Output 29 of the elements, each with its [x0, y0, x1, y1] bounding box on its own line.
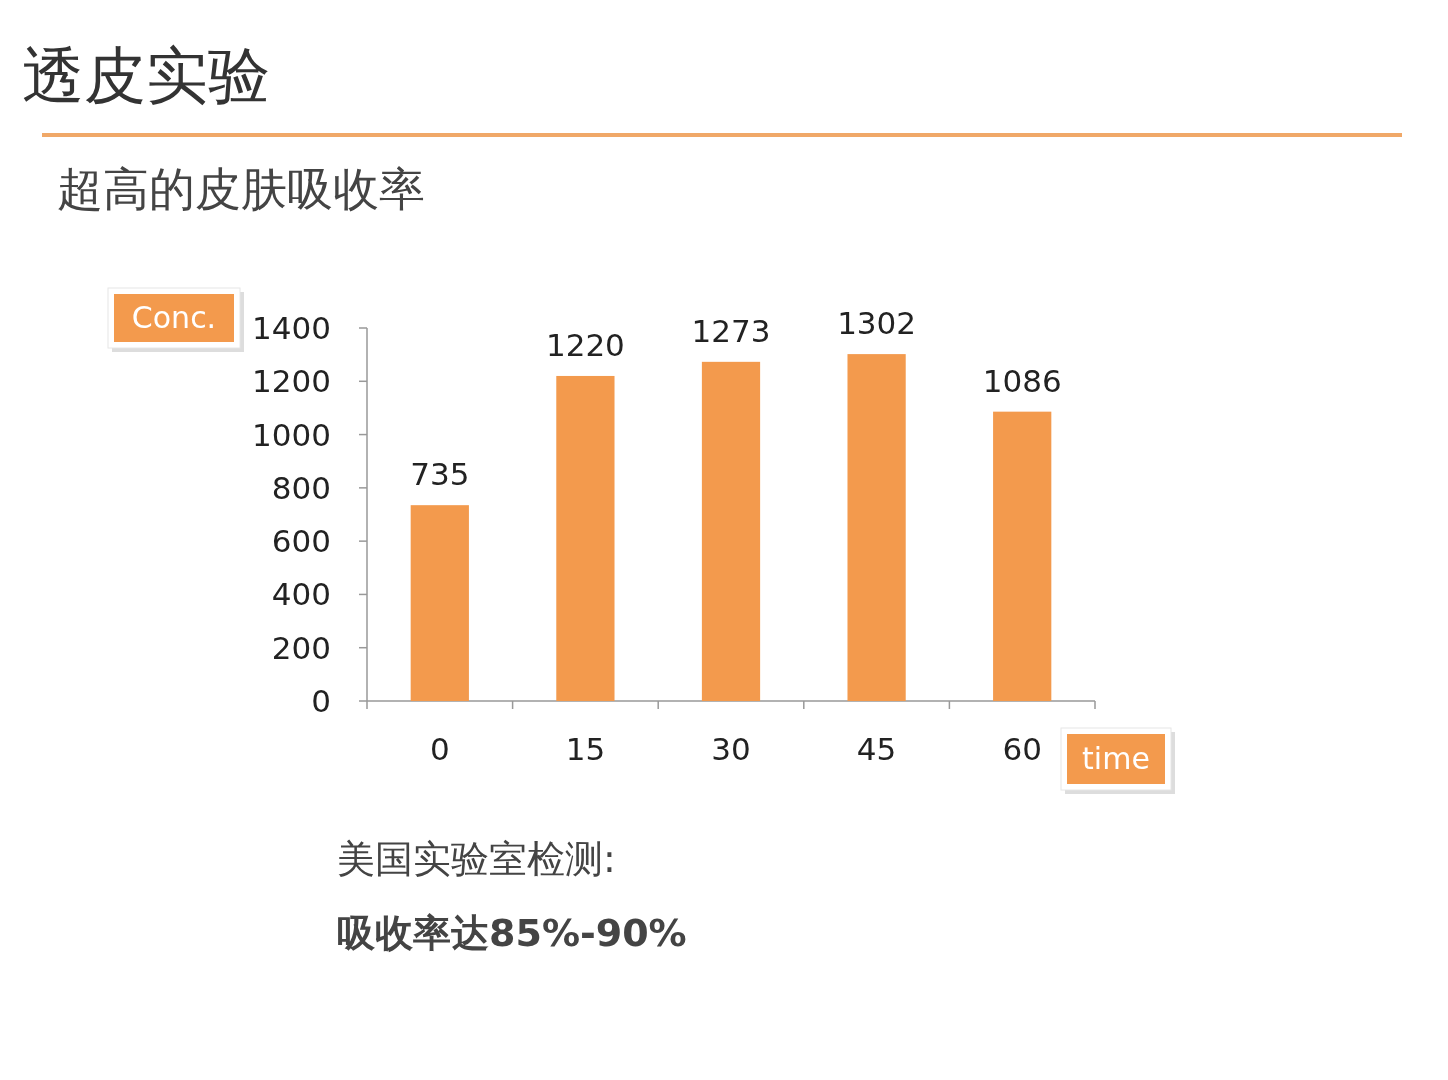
chart-subtitle: 超高的皮肤吸收率 — [57, 162, 425, 216]
x-tick-label: 45 — [856, 731, 897, 767]
data-label: 1220 — [545, 326, 625, 363]
bar — [556, 375, 615, 701]
data-label: 1273 — [691, 312, 771, 349]
x-tick-label: 15 — [565, 731, 606, 767]
text: 吸收率达85%-90% — [337, 911, 687, 955]
x-tick-label: 0 — [429, 731, 450, 767]
y-tick-label: 800 — [271, 469, 331, 506]
y-axis-title: Conc. — [131, 300, 217, 335]
bar — [993, 411, 1052, 701]
x-tick-label: 60 — [1002, 731, 1042, 767]
y-tick-label: 400 — [271, 576, 331, 613]
chart-title: 透皮实验 — [22, 39, 270, 112]
data-label: 1302 — [837, 305, 917, 342]
y-tick-label: 600 — [271, 523, 331, 560]
x-axis-title: time — [1082, 741, 1150, 776]
y-tick-label: 1200 — [252, 363, 331, 400]
bar — [847, 354, 906, 701]
data-label: 735 — [410, 456, 470, 493]
y-tick-label: 1400 — [252, 310, 331, 346]
bar — [701, 361, 761, 701]
y-tick-label: 200 — [271, 629, 331, 666]
text: 美国实验室检测: — [337, 837, 616, 881]
x-tick-label: 30 — [711, 731, 751, 767]
y-tick-label: 1000 — [252, 416, 331, 453]
y-tick-label: 0 — [311, 683, 331, 719]
bar — [410, 505, 469, 701]
data-label: 1086 — [982, 362, 1062, 399]
